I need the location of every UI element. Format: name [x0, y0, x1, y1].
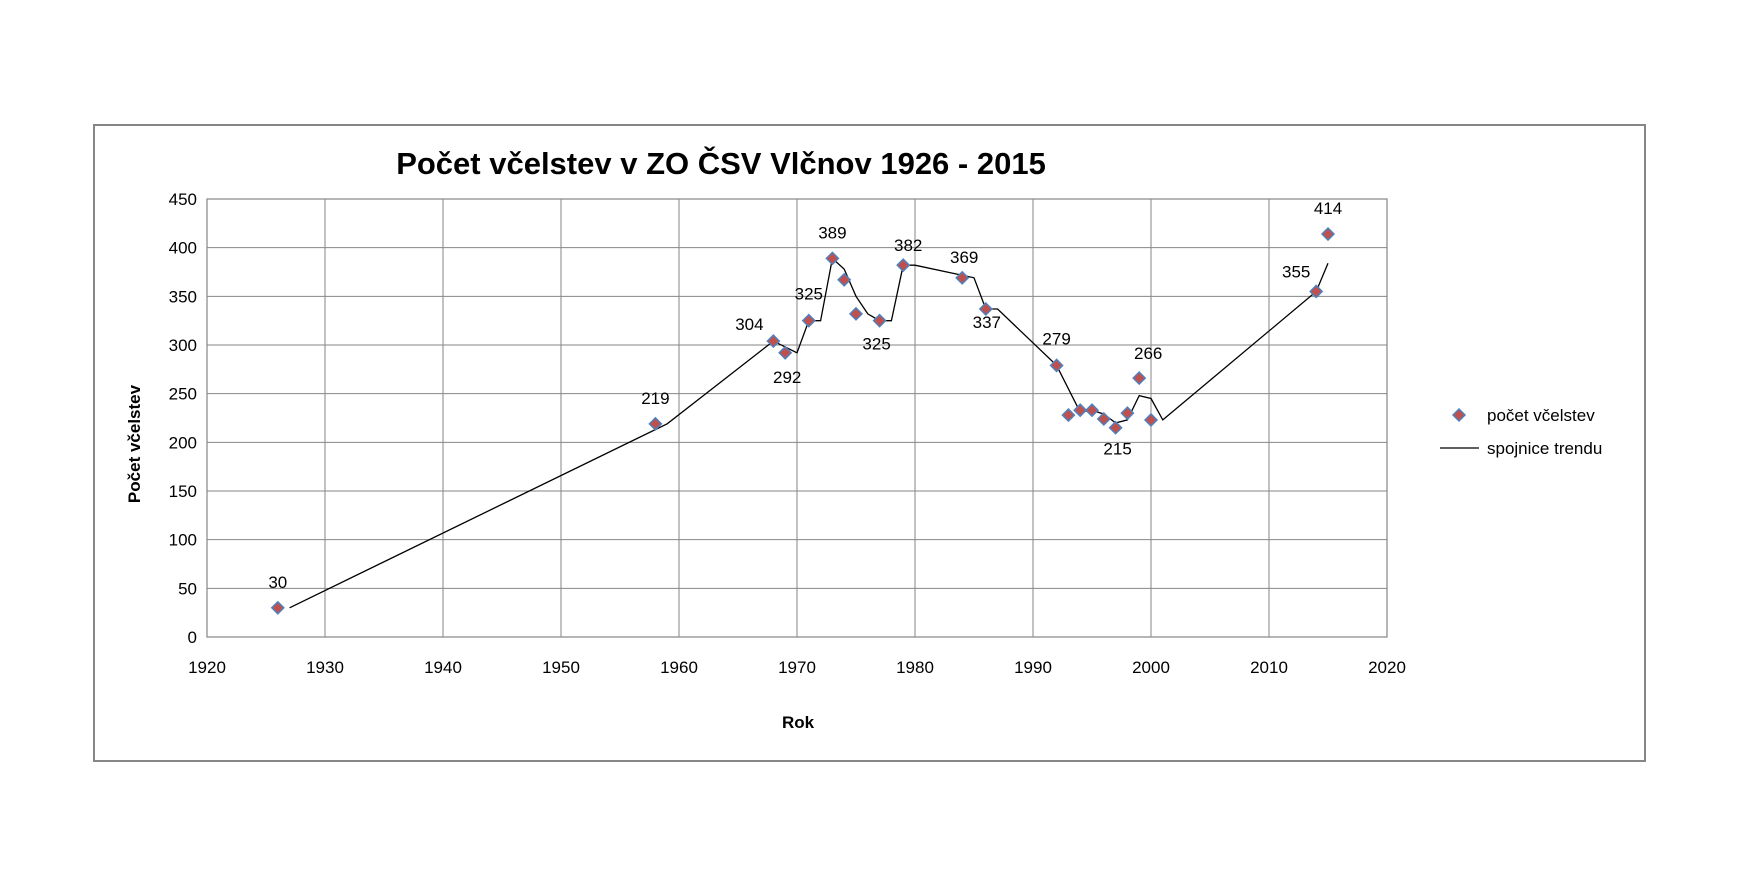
data-label: 30	[268, 573, 287, 592]
data-label: 304	[735, 315, 763, 334]
data-point	[955, 270, 970, 285]
data-point	[1320, 226, 1336, 242]
chart-title: Počet včelstev v ZO ČSV Vlčnov 1926 - 20…	[396, 145, 1046, 181]
x-tick-label: 1940	[424, 658, 462, 677]
data-label: 219	[641, 389, 669, 408]
data-point	[778, 345, 793, 360]
legend-label-spojnice-trendu: spojnice trendu	[1487, 439, 1602, 458]
data-label: 389	[818, 223, 846, 242]
legend-label-pocet-vcelstev: počet včelstev	[1487, 406, 1595, 425]
data-point	[1096, 411, 1111, 427]
x-tick-label: 1980	[896, 658, 934, 677]
data-point	[837, 272, 852, 287]
data-point	[978, 301, 993, 317]
data-labels: 30 219 304 292 325 389 325 382 369 337 279 215 266 35…	[268, 199, 1342, 592]
data-label: 279	[1042, 329, 1070, 348]
y-tick-label: 0	[188, 628, 197, 647]
x-tick-label: 1990	[1014, 658, 1052, 677]
data-label: 325	[795, 285, 823, 304]
x-tick-label: 1920	[188, 658, 226, 677]
data-label: 382	[894, 236, 922, 255]
data-point	[1132, 371, 1147, 386]
chart-frame: Počet včelstev v ZO ČSV Vlčnov 1926 - 20…	[93, 124, 1646, 762]
x-tick-label: 1930	[306, 658, 344, 677]
legend: počet včelstev spojnice trendu	[1440, 406, 1602, 458]
y-tick-labels: 0 50 100 150 200 250 300 350 400 450	[169, 190, 197, 647]
data-point	[1061, 408, 1076, 423]
y-tick-label: 100	[169, 531, 197, 550]
y-tick-label: 350	[169, 287, 197, 306]
data-point	[872, 313, 887, 328]
y-tick-label: 250	[169, 385, 197, 404]
data-point	[896, 258, 911, 273]
data-point	[1120, 406, 1135, 421]
y-tick-label: 150	[169, 482, 197, 501]
data-point	[848, 306, 864, 321]
data-label: 215	[1103, 440, 1131, 459]
y-tick-label: 200	[169, 433, 197, 452]
grid-lines	[206, 198, 1388, 638]
data-point	[270, 600, 285, 615]
data-label: 266	[1134, 344, 1162, 363]
data-points	[270, 226, 1336, 615]
y-tick-label: 50	[178, 579, 197, 598]
data-label: 292	[773, 368, 801, 387]
trend-line	[289, 257, 1329, 609]
x-tick-labels: 1920 1930 1940 1950 1960 1970 1980 1990 2000 2010…	[188, 658, 1406, 677]
y-tick-label: 300	[169, 336, 197, 355]
x-axis-title: Rok	[782, 713, 815, 732]
data-point	[1143, 412, 1159, 428]
data-label: 414	[1314, 199, 1342, 218]
x-tick-label: 2010	[1250, 658, 1288, 677]
data-point	[1049, 358, 1064, 373]
y-axis-title: Počet včelstev	[125, 384, 144, 503]
data-point	[648, 416, 663, 431]
data-point	[1108, 420, 1123, 435]
data-point	[1084, 403, 1100, 418]
data-label: 369	[950, 248, 978, 267]
data-point	[1073, 403, 1088, 418]
chart-svg: Počet včelstev v ZO ČSV Vlčnov 1926 - 20…	[125, 145, 1602, 732]
data-point	[825, 251, 840, 266]
legend-marker-pocet-vcelstev	[1451, 407, 1467, 423]
x-tick-label: 2020	[1368, 658, 1406, 677]
plot-area-border	[206, 198, 1388, 638]
data-label: 325	[862, 335, 890, 354]
data-point	[801, 313, 816, 328]
y-tick-label: 450	[169, 190, 197, 209]
y-tick-label: 400	[169, 239, 197, 258]
data-point	[1309, 284, 1324, 299]
x-tick-label: 2000	[1132, 658, 1170, 677]
data-label: 337	[973, 313, 1001, 332]
x-tick-label: 1960	[660, 658, 698, 677]
data-label: 355	[1282, 262, 1310, 281]
trend-polyline	[289, 257, 1329, 609]
x-tick-label: 1970	[778, 658, 816, 677]
data-point	[766, 334, 781, 349]
x-tick-label: 1950	[542, 658, 580, 677]
